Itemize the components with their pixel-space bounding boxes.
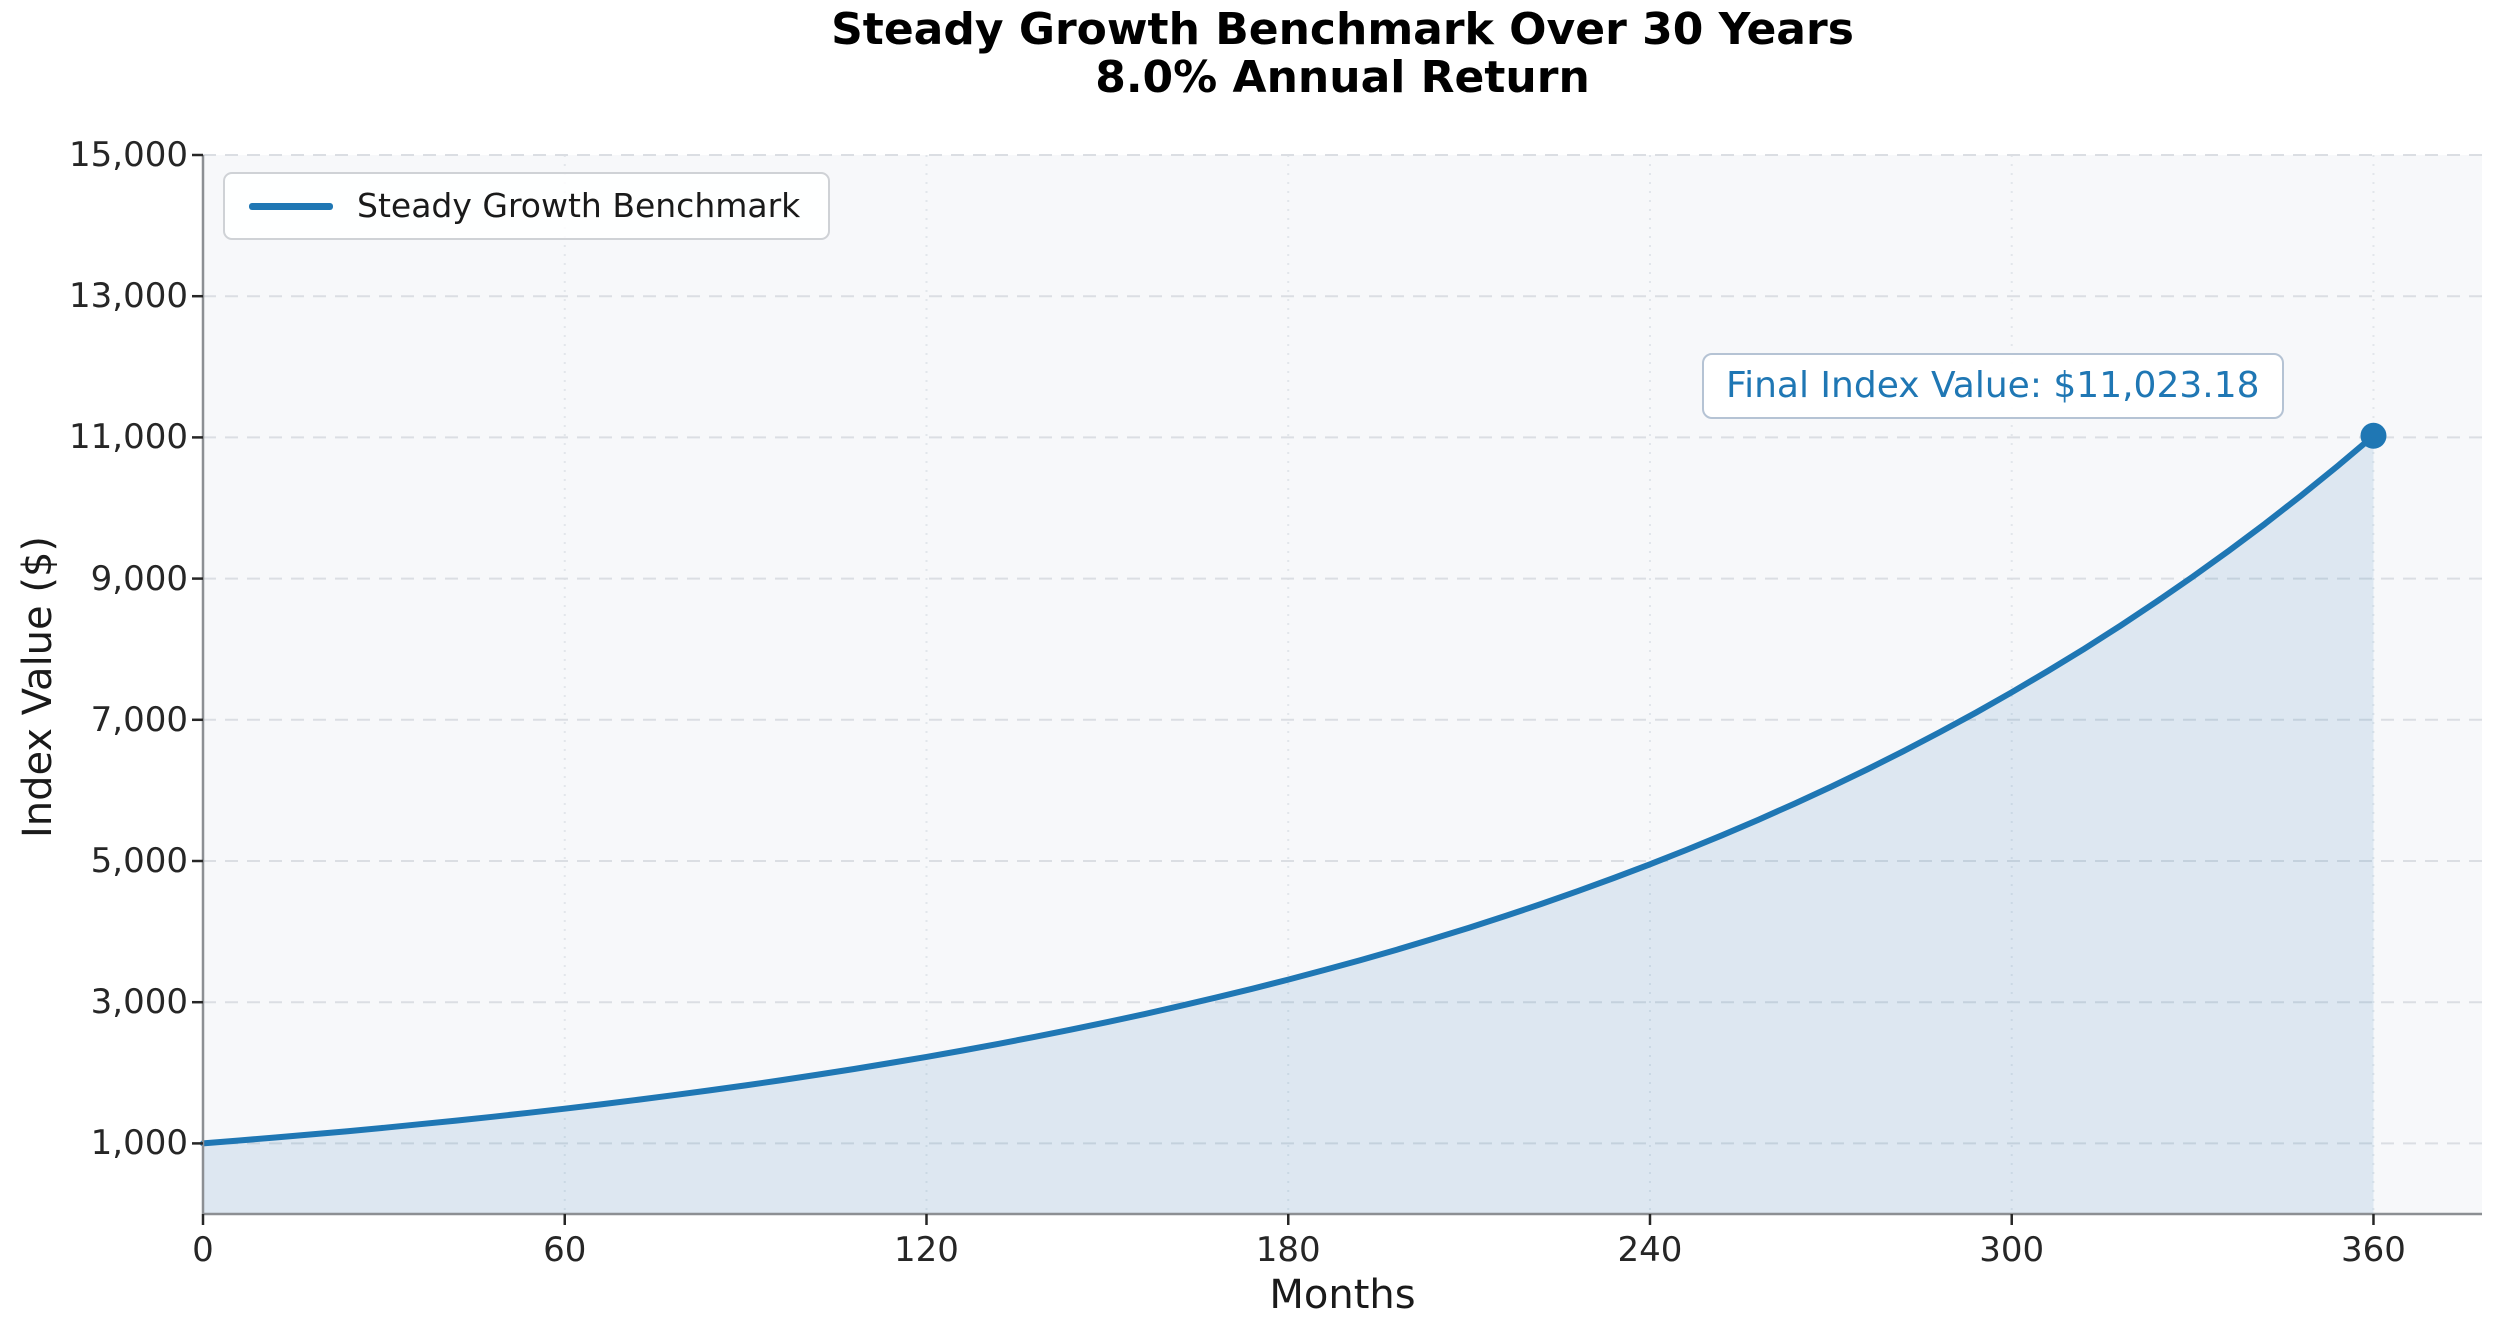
chart-title-block: Steady Growth Benchmark Over 30 Years 8.… [203,6,2482,102]
x-tick-label: 60 [543,1230,587,1270]
x-tick-label: 300 [1979,1230,2045,1270]
final-value-annotation: Final Index Value: $11,023.18 [1702,353,2284,419]
chart-title: Steady Growth Benchmark Over 30 Years [831,4,1854,55]
x-tick-label: 120 [894,1230,959,1270]
final-value-annotation-text: Final Index Value: $11,023.18 [1726,365,2260,406]
y-tick-label: 15,000 [69,135,188,175]
x-tick-label: 180 [1255,1230,1321,1270]
x-tick-label: 240 [1617,1230,1683,1270]
legend-line-swatch-icon [249,202,333,210]
x-axis-label: Months [1269,1272,1416,1318]
y-tick-label: 5,000 [90,841,188,881]
benchmark-line [200,432,2377,1147]
y-tick-label: 9,000 [90,558,188,599]
chart-subtitle: 8.0% Annual Return [1095,52,1590,103]
y-tick-label: 13,000 [69,276,188,317]
area-fill [203,435,2374,1214]
x-tick-label: 0 [192,1230,214,1270]
legend-label: Steady Growth Benchmark [357,186,801,225]
y-tick-label: 7,000 [90,699,188,740]
y-tick-label: 3,000 [90,982,188,1023]
y-tick-label: 11,000 [69,417,188,458]
x-tick-label: 360 [2341,1230,2406,1270]
plot-panel-background [203,155,2482,1214]
endpoint-marker [2360,422,2387,449]
y-tick-label: 1,000 [90,1123,188,1164]
legend: Steady Growth Benchmark [223,172,831,240]
